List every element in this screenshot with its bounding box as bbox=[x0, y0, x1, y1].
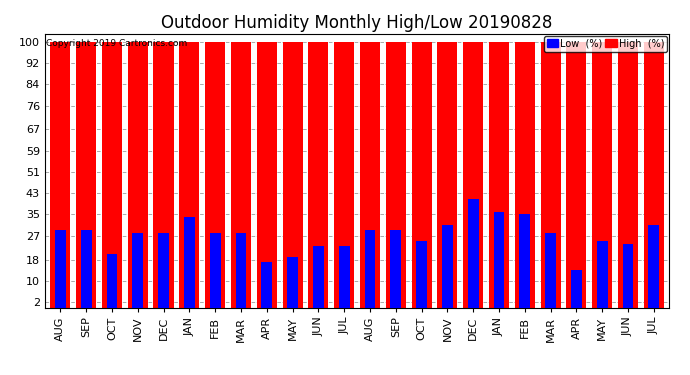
Bar bbox=[102, 42, 122, 308]
Bar bbox=[493, 212, 504, 308]
Bar bbox=[571, 270, 582, 308]
Bar bbox=[205, 42, 225, 308]
Bar bbox=[334, 42, 354, 308]
Bar bbox=[50, 42, 70, 308]
Bar bbox=[158, 233, 169, 308]
Bar bbox=[411, 42, 432, 308]
Bar bbox=[360, 42, 380, 308]
Bar bbox=[592, 42, 612, 308]
Bar bbox=[235, 233, 246, 308]
Bar bbox=[437, 42, 457, 308]
Bar bbox=[231, 42, 251, 308]
Bar bbox=[153, 42, 174, 308]
Bar bbox=[489, 42, 509, 308]
Bar bbox=[308, 42, 328, 308]
Bar bbox=[468, 198, 479, 308]
Bar bbox=[81, 230, 92, 308]
Bar bbox=[257, 42, 277, 308]
Bar bbox=[282, 42, 303, 308]
Bar bbox=[364, 230, 375, 308]
Bar bbox=[618, 42, 638, 308]
Bar bbox=[106, 254, 117, 308]
Bar bbox=[391, 230, 401, 308]
Bar bbox=[442, 225, 453, 308]
Bar bbox=[386, 42, 406, 308]
Bar bbox=[179, 42, 199, 308]
Bar bbox=[55, 230, 66, 308]
Bar bbox=[597, 241, 608, 308]
Title: Outdoor Humidity Monthly High/Low 20190828: Outdoor Humidity Monthly High/Low 201908… bbox=[161, 14, 553, 32]
Bar bbox=[128, 42, 148, 308]
Bar bbox=[184, 217, 195, 308]
Bar bbox=[262, 262, 272, 308]
Bar bbox=[132, 233, 143, 308]
Legend: Low  (%), High  (%): Low (%), High (%) bbox=[544, 36, 667, 51]
Bar bbox=[76, 42, 96, 308]
Bar bbox=[339, 246, 350, 308]
Bar bbox=[463, 42, 483, 308]
Bar bbox=[515, 42, 535, 308]
Bar bbox=[416, 241, 427, 308]
Bar bbox=[210, 233, 221, 308]
Bar bbox=[649, 225, 659, 308]
Bar bbox=[520, 214, 530, 308]
Bar bbox=[287, 257, 298, 307]
Bar bbox=[566, 42, 586, 308]
Bar bbox=[545, 233, 556, 308]
Bar bbox=[644, 42, 664, 308]
Bar bbox=[540, 42, 561, 308]
Bar bbox=[622, 244, 633, 308]
Text: Copyright 2019 Cartronics.com: Copyright 2019 Cartronics.com bbox=[46, 39, 188, 48]
Bar bbox=[313, 246, 324, 308]
